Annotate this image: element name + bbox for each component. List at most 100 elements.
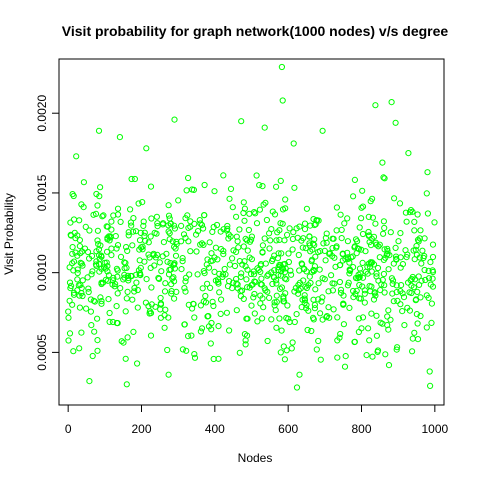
data-point — [109, 318, 117, 326]
data-point — [409, 348, 416, 355]
data-point — [318, 298, 325, 305]
data-point — [374, 264, 382, 272]
data-point — [66, 330, 74, 337]
data-point — [415, 238, 422, 245]
data-point — [300, 235, 307, 242]
chart-title: Visit probability for graph network(1000… — [62, 23, 449, 39]
data-point — [414, 211, 421, 218]
data-point — [239, 261, 246, 268]
data-point — [206, 239, 213, 246]
data-point — [258, 275, 265, 282]
data-point — [209, 298, 216, 305]
data-point — [379, 159, 386, 166]
data-point — [290, 229, 297, 236]
data-point — [272, 307, 279, 314]
data-point — [356, 295, 363, 302]
data-point — [369, 353, 376, 360]
data-point — [135, 200, 142, 207]
data-point — [123, 244, 130, 251]
data-point — [338, 235, 345, 242]
data-point — [396, 200, 404, 207]
data-point — [130, 328, 137, 335]
data-point — [185, 174, 192, 182]
data-point — [328, 272, 335, 279]
data-point — [337, 211, 344, 218]
data-point — [425, 275, 433, 282]
data-point — [280, 293, 287, 300]
data-point — [329, 287, 336, 294]
data-point — [125, 277, 132, 284]
data-point — [242, 263, 249, 270]
data-point — [417, 294, 424, 301]
data-point — [154, 223, 161, 230]
data-point — [201, 181, 208, 189]
data-point — [262, 199, 269, 206]
data-point — [79, 277, 86, 284]
data-point — [105, 272, 113, 279]
data-point — [128, 222, 135, 229]
data-point — [220, 251, 227, 258]
data-point — [140, 222, 147, 229]
data-point — [250, 294, 257, 301]
data-point — [94, 315, 101, 322]
data-point — [368, 310, 375, 317]
data-point — [269, 208, 276, 215]
data-point — [266, 294, 273, 301]
data-point — [171, 261, 178, 268]
data-point — [147, 332, 155, 339]
data-point — [278, 284, 285, 291]
data-point — [273, 183, 280, 190]
data-point — [414, 320, 421, 327]
data-point — [78, 329, 85, 336]
data-point — [388, 275, 395, 282]
y-axis-label: Visit Probability — [2, 193, 16, 275]
data-point — [380, 270, 387, 278]
data-point — [153, 230, 160, 237]
data-point — [376, 241, 383, 248]
data-point — [164, 258, 171, 265]
data-point — [84, 248, 92, 256]
data-point — [399, 261, 406, 268]
data-point — [339, 251, 346, 258]
data-point — [277, 220, 284, 227]
data-point — [317, 356, 324, 363]
data-point — [236, 226, 243, 233]
data-point — [179, 258, 186, 265]
data-point — [361, 299, 368, 306]
data-point — [268, 316, 275, 323]
data-point — [427, 281, 434, 288]
data-point — [110, 274, 117, 281]
x-tick-label: 200 — [131, 422, 151, 436]
data-point — [399, 308, 406, 315]
data-point — [183, 187, 190, 194]
data-point — [251, 271, 258, 278]
x-axis: 0 200 400 600 800 1000 — [65, 404, 449, 436]
data-point — [215, 276, 222, 283]
data-point — [368, 235, 375, 242]
data-point — [233, 307, 240, 314]
data-point — [334, 314, 341, 321]
data-point — [359, 230, 367, 238]
data-point — [179, 255, 186, 262]
data-point — [116, 134, 124, 141]
data-point — [182, 215, 189, 222]
data-point — [311, 263, 318, 270]
data-point — [208, 326, 215, 333]
data-point — [226, 278, 233, 285]
data-point — [411, 329, 418, 336]
data-point — [378, 281, 385, 288]
data-point — [365, 213, 372, 220]
data-point — [233, 275, 240, 283]
data-point — [275, 264, 282, 271]
data-point — [185, 333, 192, 340]
data-point — [353, 287, 360, 294]
data-point — [289, 339, 296, 346]
data-point — [391, 195, 398, 202]
data-point — [224, 222, 231, 230]
data-point — [303, 284, 310, 292]
data-point — [244, 237, 251, 244]
data-point — [74, 232, 81, 239]
data-point — [133, 279, 140, 286]
data-point — [346, 304, 353, 311]
data-point — [197, 302, 204, 309]
